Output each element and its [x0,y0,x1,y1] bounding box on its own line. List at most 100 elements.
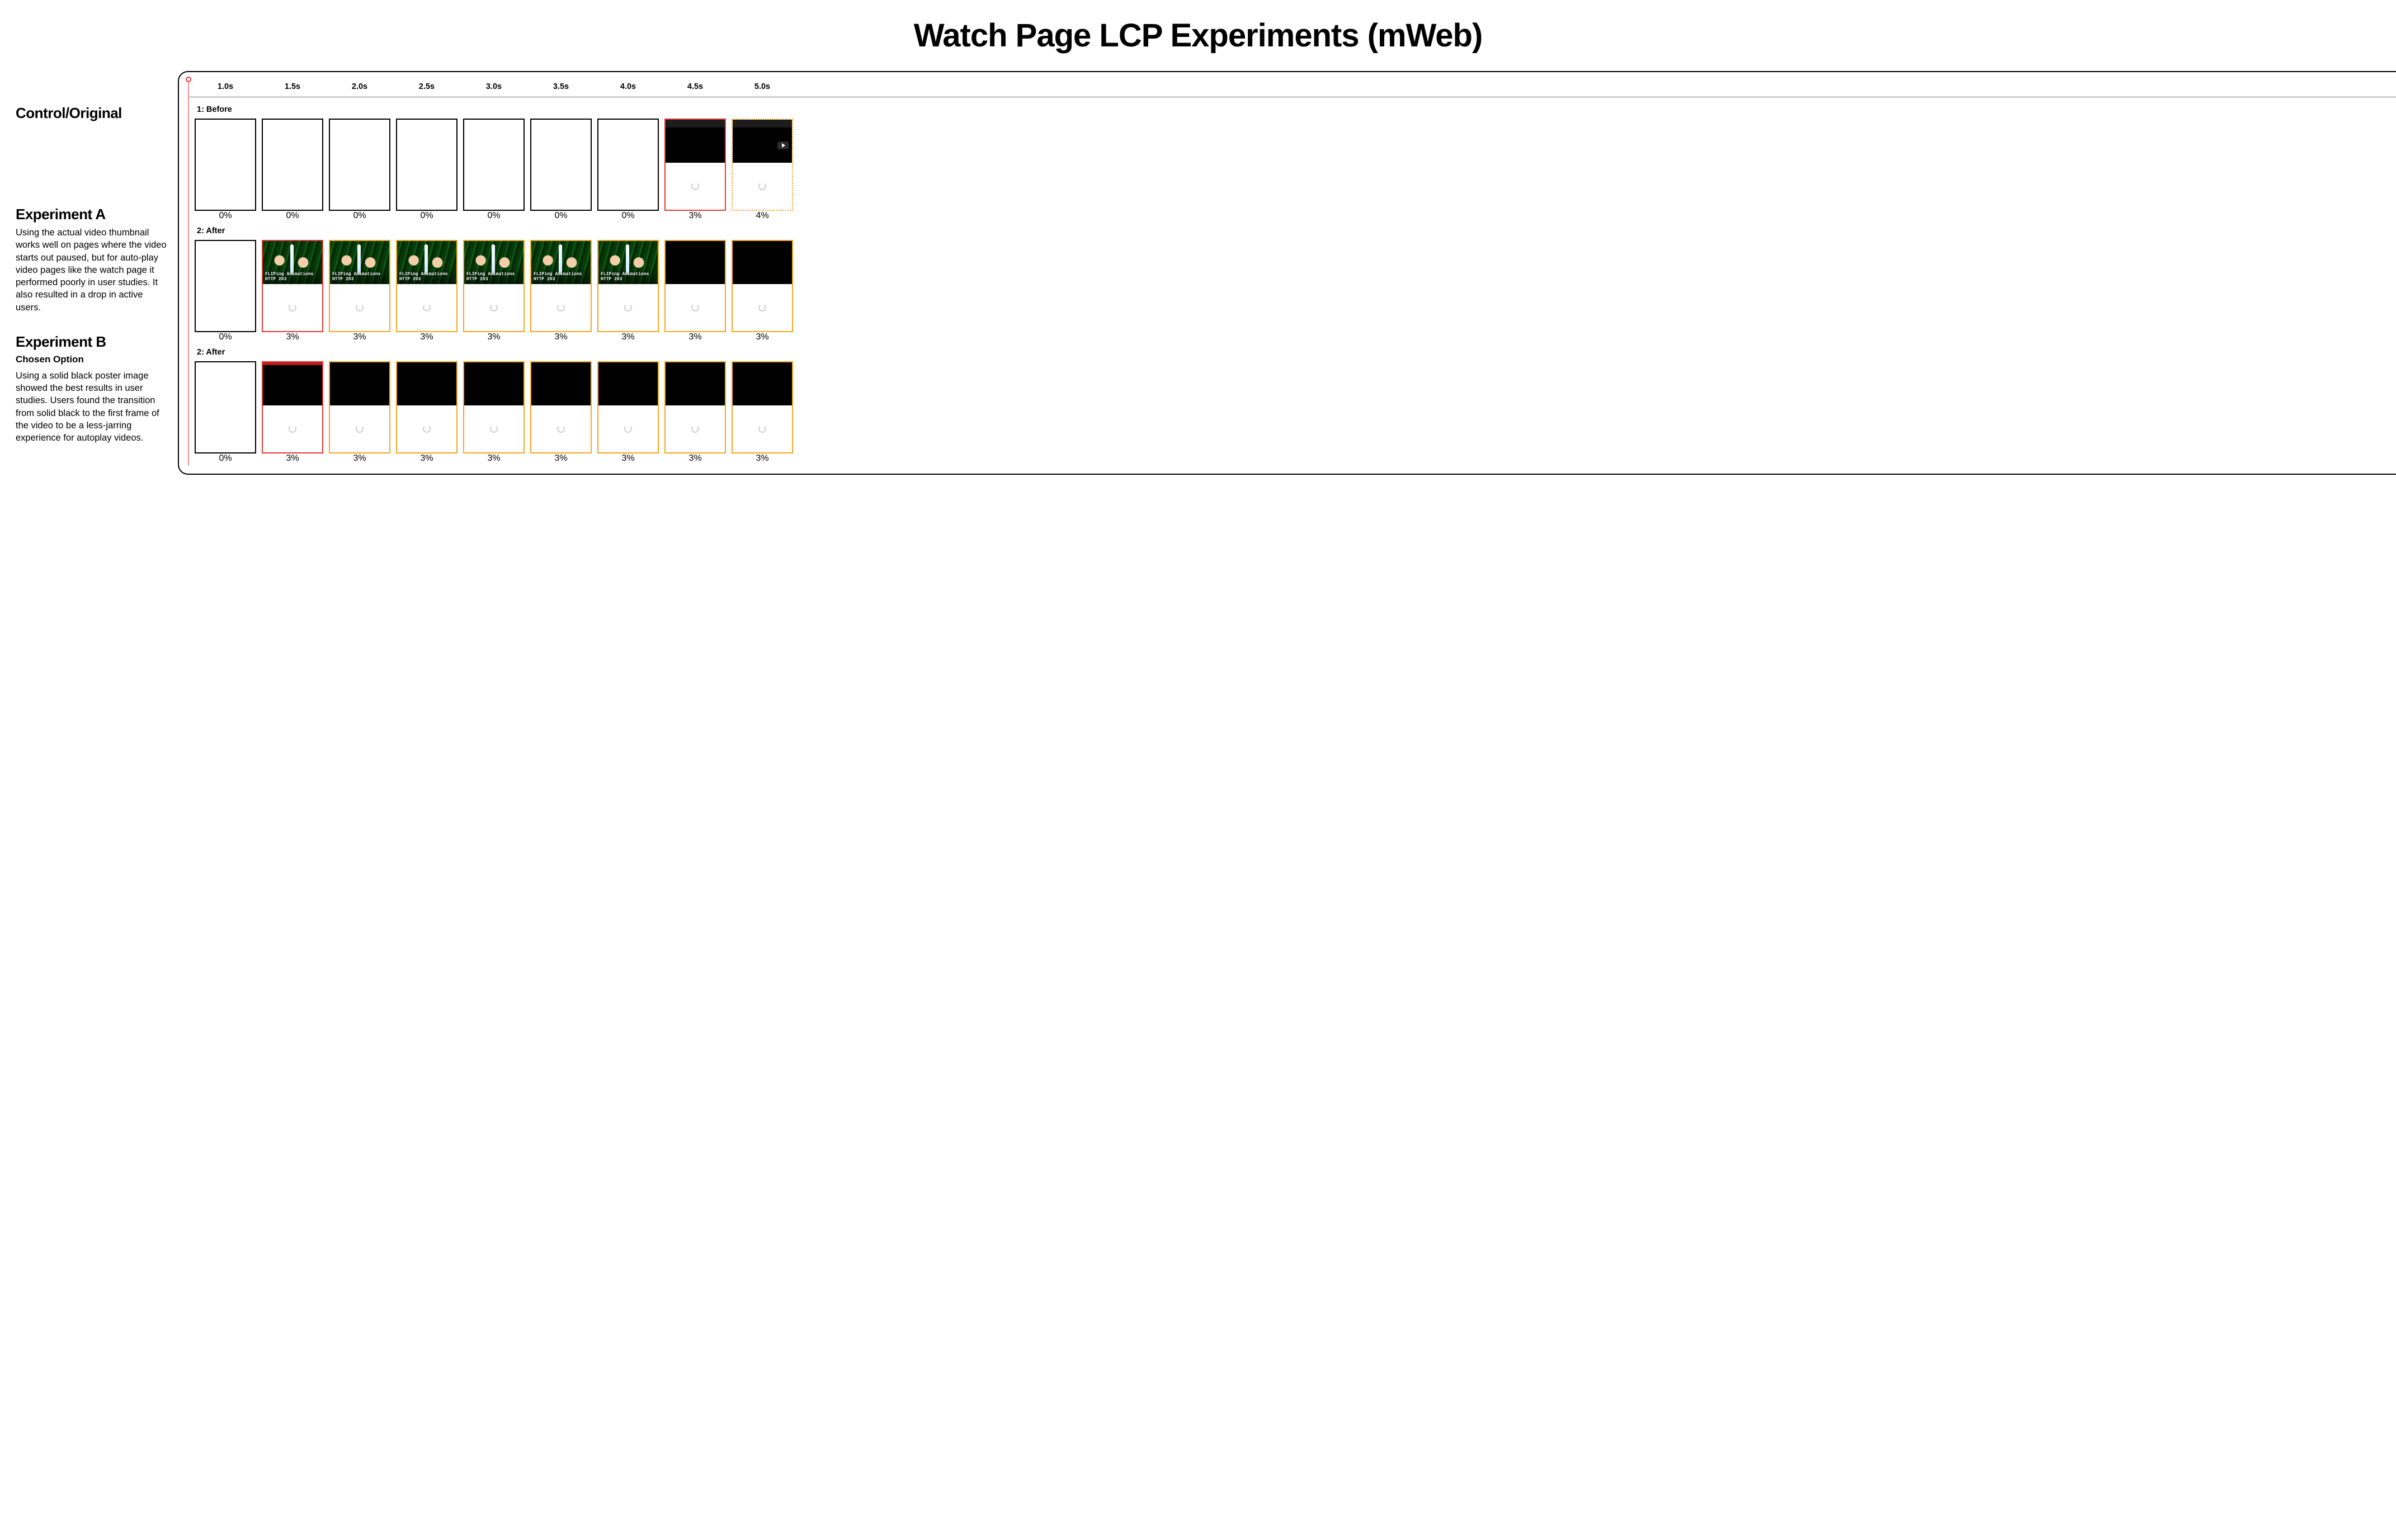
frame-upper: FLIPing Animations HTTP 203 [263,241,322,284]
filmstrip-frame: FLIPing Animations HTTP 203 [463,240,525,332]
frame-upper [196,241,255,284]
filmstrip-frame [664,119,726,211]
filmstrip-frame: FLIPing Animations HTTP 203 [396,240,457,332]
frame-upper [263,120,322,163]
frame-progress-percent: 3% [621,332,634,342]
thumbnail-caption: FLIPing Animations HTTP 203 [332,272,380,282]
frame-progress-percent: 3% [688,211,701,221]
frame-progress-percent: 3% [554,454,567,464]
frame-progress-percent: 3% [286,332,299,342]
filmstrip-frame [396,119,457,211]
frame-upper [666,120,725,163]
loading-spinner-icon [758,425,766,433]
loading-spinner-icon [758,304,766,311]
frame-upper: FLIPing Animations HTTP 203 [464,241,523,284]
frame-progress-percent: 3% [487,332,500,342]
black-poster [666,362,725,405]
black-poster [598,362,658,405]
filmstrip-frame [463,119,525,211]
sidebar-experiment-b: Experiment B Chosen Option Using a solid… [16,333,167,445]
frame-lower [598,405,658,452]
time-tick: 1.0s [195,78,256,97]
frame-upper [531,120,591,163]
frame-progress-percent: 3% [756,454,768,464]
frame-lower [531,405,591,452]
frame-column: FLIPing Animations HTTP 203 3% [530,240,592,342]
loading-spinner-icon [758,182,766,190]
frame-lower [464,284,523,331]
thumbnail-caption: FLIPing Animations HTTP 203 [534,272,582,282]
filmstrip-frame [195,119,256,211]
thumbnail-light-stick [357,244,361,275]
frame-progress-percent: 3% [688,454,701,464]
frame-progress-percent: 0% [621,211,634,221]
time-tick: 5.0s [732,78,793,97]
frame-upper [196,120,255,163]
black-poster [263,365,322,406]
frame-column: 4% [732,119,793,221]
frame-lower [733,163,792,210]
frame-upper: FLIPing Animations HTTP 203 [598,241,658,284]
filmstrip-frame [664,361,726,454]
frame-column: 3% [329,361,390,464]
frame-column: 3% [396,361,457,464]
thumbnail-light-stick [559,244,562,275]
time-tick: 3.0s [463,78,525,97]
frame-column: 0% [530,119,592,221]
frame-column: 3% [262,361,323,464]
black-poster [397,362,456,405]
video-thumbnail: FLIPing Animations HTTP 203 [263,241,322,284]
frame-column: FLIPing Animations HTTP 203 3% [463,240,525,342]
frame-lower [330,284,389,331]
loading-spinner-icon [624,425,632,433]
frame-progress-percent: 3% [286,454,299,464]
frame-lower [666,405,725,452]
frame-column: 0% [195,119,256,221]
frame-upper [263,362,322,405]
frame-progress-percent: 0% [286,211,299,221]
filmstrip-frame [195,361,256,454]
time-tick: 2.5s [396,78,457,97]
exp-b-body: Using a solid black poster image showed … [16,370,167,445]
frame-lower [196,405,255,452]
frame-lower [330,405,389,452]
frame-lower [263,284,322,331]
frame-column: 0% [597,119,659,221]
video-thumbnail: FLIPing Animations HTTP 203 [397,241,456,284]
frame-progress-percent: 3% [420,332,433,342]
frame-progress-percent: 0% [219,454,232,464]
thumbnail-light-stick [626,244,629,275]
loading-spinner-icon [557,304,565,311]
timeline-marker-dot [186,77,191,82]
frame-progress-percent: 0% [219,211,232,221]
time-tick: 4.5s [664,78,726,97]
frame-column: 0% [463,119,525,221]
loading-spinner-icon [490,425,498,433]
black-poster [531,362,591,405]
frame-progress-percent: 3% [756,332,768,342]
filmstrip-frame [597,361,659,454]
dark-top-bar [666,120,725,127]
frame-progress-percent: 0% [219,332,232,342]
video-thumbnail: FLIPing Animations HTTP 203 [598,241,658,284]
thumbnail-caption: FLIPing Animations HTTP 203 [399,272,447,282]
frame-lower [263,163,322,210]
frame-upper [397,120,456,163]
exp-a-body: Using the actual video thumbnail works w… [16,226,167,314]
timeline-axis: 1.0s1.5s2.0s2.5s3.0s3.5s4.0s4.5s5.0s [189,78,2396,97]
black-poster [733,362,792,405]
loading-spinner-icon [691,182,699,190]
thumbnail-light-stick [290,244,294,275]
frame-progress-percent: 3% [554,332,567,342]
loading-spinner-icon [557,425,565,433]
filmstrip-frame [664,240,726,332]
black-poster [666,241,725,284]
frame-upper [196,362,255,405]
frame-lower [666,284,725,331]
filmstrip-row-after-b: 0%3%3%3%3%3%3%3%3% [189,361,2396,464]
black-poster [666,127,725,163]
frame-column: FLIPing Animations HTTP 203 3% [396,240,457,342]
filmstrip-frame: FLIPing Animations HTTP 203 [329,240,390,332]
loading-spinner-icon [356,425,364,433]
frame-upper [598,120,658,163]
